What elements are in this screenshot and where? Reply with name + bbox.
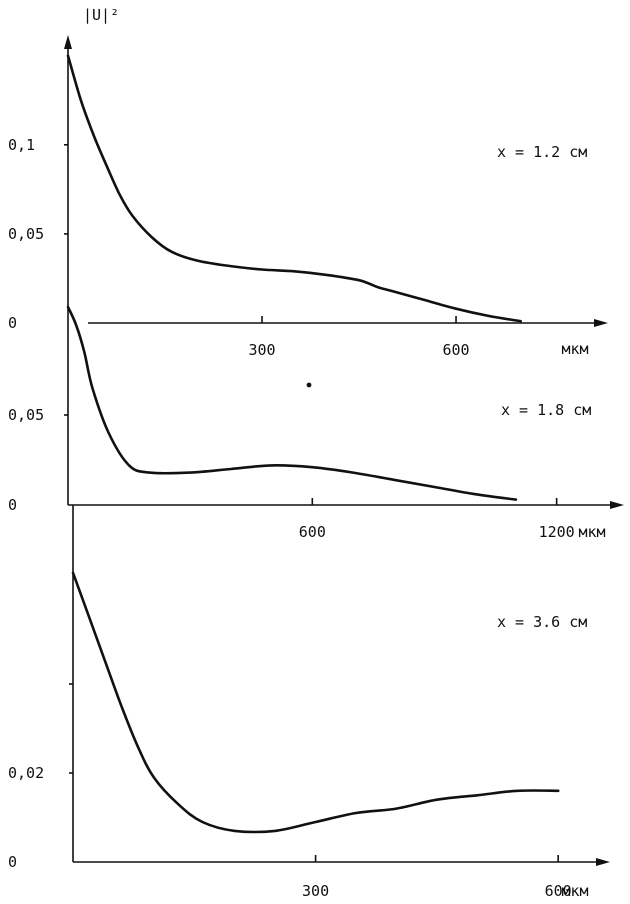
x-axis-arrowhead [596,858,610,866]
annotation-panel-1: x = 1.2 см [497,143,587,161]
y-tick-label-panel-2-1: 0,05 [8,406,44,424]
annotation-panel-2: x = 1.8 см [501,401,591,419]
dot-mark [306,382,312,388]
x-unit-label-panel-2: мкм [578,523,605,541]
y-zero-label-panel-2: 0 [8,496,17,514]
y-tick-label-panel-1-2: 0,1 [8,136,35,154]
annotation-panel-3: x = 3.6 см [497,613,587,631]
y-zero-label-panel-1: 0 [8,314,17,332]
x-tick-label-panel-1-2: 600 [442,341,469,359]
x-axis-arrowhead [594,319,608,327]
series-line-panel-2 [66,305,518,501]
x-unit-label-panel-1: мкм [561,340,588,358]
series-line-panel-1 [66,54,522,323]
x-unit-label-panel-3: мкм [561,882,588,900]
x-axis-arrowhead [610,501,624,509]
x-tick-label-panel-2-1: 600 [299,523,326,541]
y-tick-label-panel-3-1: 0,02 [8,764,44,782]
y-tick-label-panel-1-1: 0,05 [8,225,44,243]
y-zero-label-panel-3: 0 [8,853,17,871]
series-line-panel-3 [71,571,560,834]
x-tick-label-panel-3-2: 600 [545,882,572,900]
y-axis-label: |U|² [83,6,119,24]
x-tick-label-panel-3-1: 300 [302,882,329,900]
y-axis-arrowhead [64,35,72,49]
x-tick-label-panel-2-2: 1200 [539,523,575,541]
x-tick-label-panel-1-1: 300 [248,341,275,359]
